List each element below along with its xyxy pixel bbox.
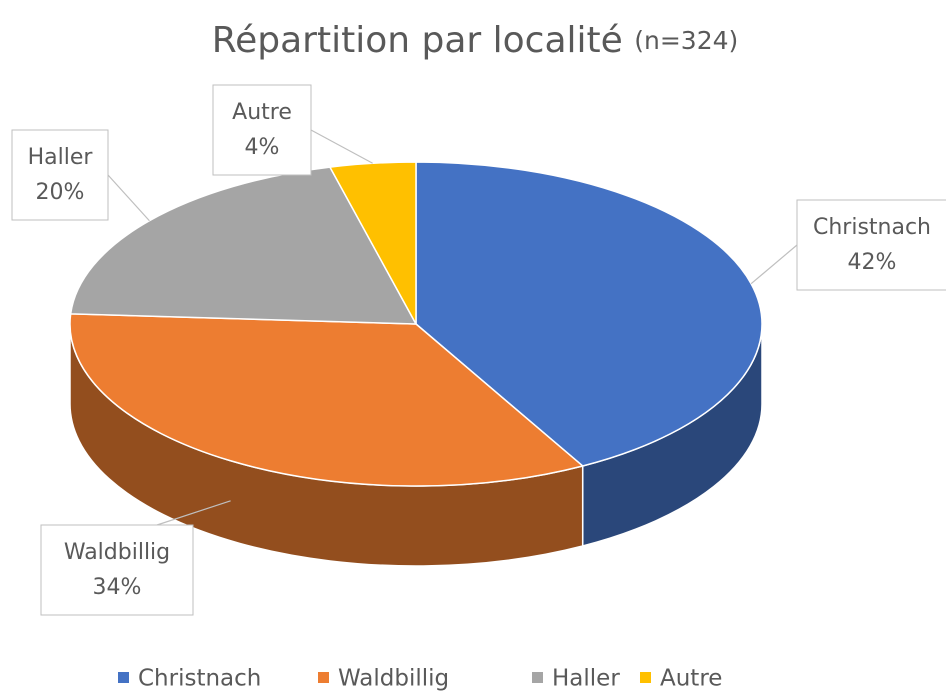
legend-swatch	[318, 672, 329, 683]
title: Répartition par localité	[212, 20, 623, 61]
leader-line	[107, 174, 150, 222]
label-box	[11, 129, 109, 221]
legend-swatch	[532, 672, 543, 683]
label-box	[796, 199, 946, 291]
legend-label: Waldbillig	[338, 666, 449, 692]
data-label-value: 42%	[848, 250, 897, 275]
leader-line	[750, 244, 798, 285]
chart-title: Répartition par localité (n=324)	[212, 20, 739, 61]
leader-line	[310, 129, 373, 164]
legend-swatch	[118, 672, 129, 683]
data-label-name: Waldbillig	[64, 540, 170, 565]
legend-label: Autre	[660, 666, 722, 692]
legend-label: Christnach	[138, 666, 261, 692]
label-box	[212, 84, 312, 176]
legend-swatch	[640, 672, 651, 683]
data-label-name: Haller	[28, 145, 94, 170]
data-label-value: 34%	[93, 575, 142, 600]
slice	[69, 313, 585, 487]
data-label-value: 20%	[36, 180, 85, 205]
leader-line	[156, 500, 231, 526]
data-label-value: 4%	[245, 135, 280, 160]
legend-label: Haller	[552, 666, 620, 692]
data-label-name: Autre	[232, 100, 292, 125]
slice	[415, 161, 763, 467]
subtitle: (n=324)	[634, 26, 738, 55]
data-label-name: Christnach	[813, 215, 931, 240]
label-box	[40, 524, 194, 616]
